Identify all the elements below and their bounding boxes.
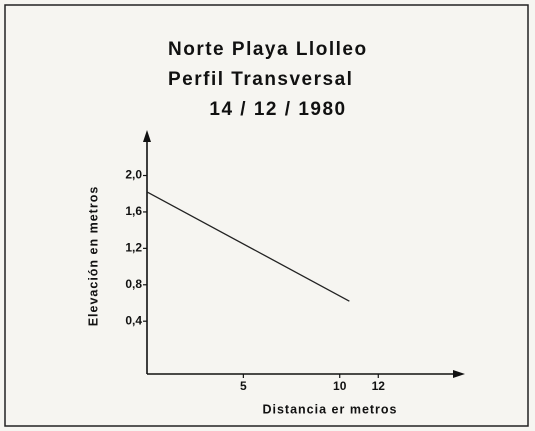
chart-title: Norte Playa Llolleo — [168, 39, 368, 60]
chart-title: Perfil Transversal — [168, 69, 353, 90]
x-tick-label: 12 — [372, 379, 386, 393]
y-axis-arrow — [143, 130, 151, 142]
profile-line — [146, 191, 350, 302]
x-axis-arrow — [453, 370, 465, 378]
y-tick-label: 1,2 — [125, 241, 142, 255]
y-tick-label: 2,0 — [125, 168, 142, 182]
frame — [4, 4, 529, 427]
y-tick-label: 1,6 — [125, 204, 142, 218]
x-axis-label: Distancia er metros — [262, 402, 397, 416]
y-tick-label: 0,8 — [125, 277, 142, 291]
x-tick-label: 10 — [333, 379, 347, 393]
y-tick-label: 0,4 — [125, 313, 142, 327]
y-axis-label: Elevación en metros — [86, 186, 100, 327]
chart-title: 14 / 12 / 1980 — [209, 99, 346, 120]
x-tick-label: 5 — [240, 379, 247, 393]
